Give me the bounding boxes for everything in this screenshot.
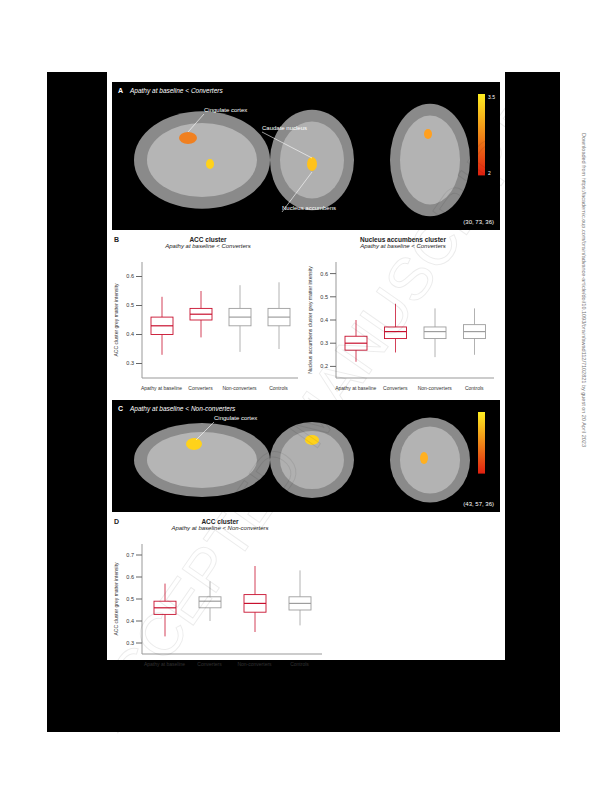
svg-text:(30, 73, 36): (30, 73, 36) xyxy=(463,219,494,225)
svg-text:Converters: Converters xyxy=(383,385,408,391)
svg-text:Apathy at baseline < Converter: Apathy at baseline < Converters xyxy=(129,87,223,95)
svg-text:0.6: 0.6 xyxy=(126,273,134,279)
svg-text:0.6: 0.6 xyxy=(126,574,134,580)
svg-text:Apathy at baseline: Apathy at baseline xyxy=(141,385,182,391)
svg-text:Nucleus accumbens cluster grey: Nucleus accumbens cluster grey matter in… xyxy=(307,266,313,374)
svg-text:Non-converters: Non-converters xyxy=(222,385,257,391)
svg-text:Non-converters: Non-converters xyxy=(418,385,453,391)
svg-text:(43, 57, 36): (43, 57, 36) xyxy=(463,501,494,507)
svg-text:Caudate nucleus: Caudate nucleus xyxy=(262,125,307,131)
svg-text:Downloaded from https://academ: Downloaded from https://academic.oup.com… xyxy=(581,133,587,447)
svg-text:0.3: 0.3 xyxy=(320,340,328,346)
svg-text:Non-converters: Non-converters xyxy=(237,661,272,667)
svg-text:C: C xyxy=(118,405,123,412)
svg-text:3.5: 3.5 xyxy=(488,94,495,100)
svg-text:Apathy at baseline < Non-conve: Apathy at baseline < Non-converters xyxy=(129,405,236,413)
svg-text:0.4: 0.4 xyxy=(320,317,328,323)
svg-text:0.4: 0.4 xyxy=(126,618,134,624)
svg-text:ACCEPTED MANUSCRIPT: ACCEPTED MANUSCRIPT xyxy=(74,96,553,741)
svg-text:0.7: 0.7 xyxy=(126,552,134,558)
svg-text:ACC cluster grey matter intens: ACC cluster grey matter intensity xyxy=(113,562,119,636)
svg-text:0.4: 0.4 xyxy=(126,331,134,337)
svg-text:0.5: 0.5 xyxy=(320,294,328,300)
svg-text:Controls: Controls xyxy=(269,385,288,391)
svg-text:0.3: 0.3 xyxy=(126,640,134,646)
svg-text:Nucleus accumbens: Nucleus accumbens xyxy=(282,205,336,211)
svg-text:0.6: 0.6 xyxy=(320,271,328,277)
svg-text:A: A xyxy=(118,87,123,94)
svg-text:0.5: 0.5 xyxy=(126,596,134,602)
svg-text:ACC cluster grey matter intens: ACC cluster grey matter intensity xyxy=(113,283,119,357)
svg-text:Apathy at baseline: Apathy at baseline xyxy=(335,385,376,391)
svg-text:2: 2 xyxy=(488,170,491,176)
svg-text:Controls: Controls xyxy=(290,661,309,667)
svg-text:Converters: Converters xyxy=(197,661,222,667)
svg-text:Cingulate cortex: Cingulate cortex xyxy=(204,107,247,113)
svg-text:0.3: 0.3 xyxy=(126,360,134,366)
svg-text:Apathy at baseline: Apathy at baseline xyxy=(144,661,185,667)
svg-text:Controls: Controls xyxy=(465,385,484,391)
svg-text:Converters: Converters xyxy=(188,385,213,391)
svg-text:0.2: 0.2 xyxy=(320,363,328,369)
svg-text:0.5: 0.5 xyxy=(126,302,134,308)
svg-text:Cingulate cortex: Cingulate cortex xyxy=(214,415,257,421)
